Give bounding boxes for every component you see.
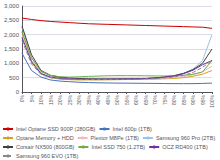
svg-text:65%: 65% bbox=[143, 94, 149, 105]
svg-text:OCZ RD400 (1TB): OCZ RD400 (1TB) bbox=[162, 144, 208, 150]
svg-text:2,500: 2,500 bbox=[4, 17, 20, 23]
svg-text:60%: 60% bbox=[133, 94, 139, 105]
svg-text:15%: 15% bbox=[48, 94, 54, 105]
svg-text:20%: 20% bbox=[57, 94, 63, 105]
svg-text:Intel SSD 750 (1.2TB): Intel SSD 750 (1.2TB) bbox=[91, 144, 145, 150]
svg-text:Plextor M8Pe (1TB): Plextor M8Pe (1TB) bbox=[91, 135, 139, 141]
svg-text:Samsung 960 Pro (2TB): Samsung 960 Pro (2TB) bbox=[156, 135, 215, 141]
svg-text:1,000: 1,000 bbox=[4, 60, 20, 66]
svg-text:35%: 35% bbox=[86, 94, 92, 105]
svg-text:Corsair NX500 (800GB): Corsair NX500 (800GB) bbox=[16, 144, 75, 150]
svg-text:30%: 30% bbox=[76, 94, 82, 105]
svg-text:Samsung 960 EVO (1TB): Samsung 960 EVO (1TB) bbox=[16, 153, 79, 159]
svg-text:2,000: 2,000 bbox=[4, 32, 20, 38]
svg-text:75%: 75% bbox=[162, 94, 168, 105]
svg-text:50%: 50% bbox=[114, 94, 120, 105]
svg-text:55%: 55% bbox=[124, 94, 130, 105]
svg-text:80%: 80% bbox=[171, 94, 177, 105]
svg-text:1,500: 1,500 bbox=[4, 46, 20, 52]
svg-text:95%: 95% bbox=[200, 94, 206, 105]
svg-text:5%: 5% bbox=[29, 94, 35, 102]
svg-text:Intel 600p (1TB): Intel 600p (1TB) bbox=[112, 126, 152, 132]
svg-text:Intel Optane SSD 900P (280GB): Intel Optane SSD 900P (280GB) bbox=[16, 126, 96, 132]
svg-text:40%: 40% bbox=[95, 94, 101, 105]
svg-text:500: 500 bbox=[9, 75, 20, 81]
svg-text:90%: 90% bbox=[190, 94, 196, 105]
svg-text:0: 0 bbox=[16, 89, 20, 95]
svg-text:25%: 25% bbox=[67, 94, 73, 105]
svg-text:10%: 10% bbox=[38, 94, 44, 105]
svg-text:100%: 100% bbox=[209, 94, 215, 107]
svg-text:45%: 45% bbox=[105, 94, 111, 105]
svg-text:3,000: 3,000 bbox=[4, 3, 20, 9]
svg-text:85%: 85% bbox=[181, 94, 187, 105]
svg-text:70%: 70% bbox=[152, 94, 158, 105]
svg-text:0%: 0% bbox=[19, 94, 25, 102]
svg-text:Optane Memory + HDD: Optane Memory + HDD bbox=[16, 135, 74, 141]
